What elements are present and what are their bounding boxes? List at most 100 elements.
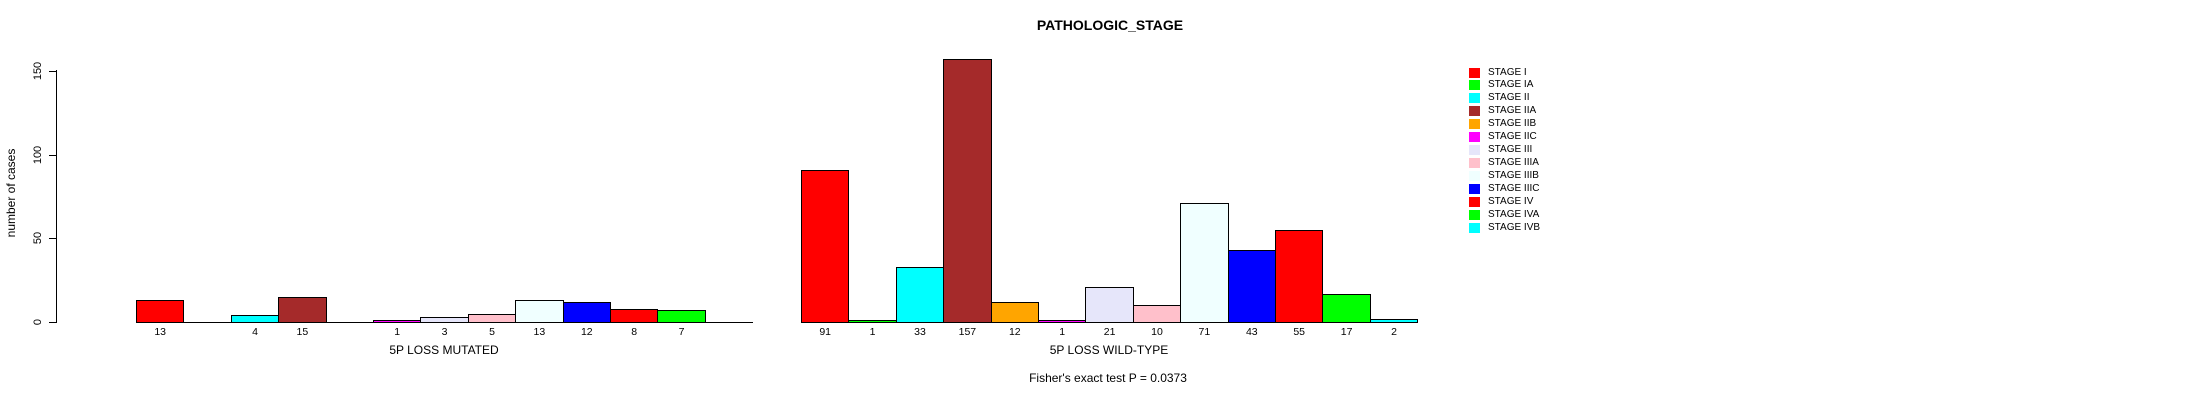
y-tick-label: 100 xyxy=(32,145,44,164)
chart-title: PATHOLOGIC_STAGE xyxy=(1036,17,1184,33)
bar-value-label: 8 xyxy=(631,326,638,338)
bar-value-label: 55 xyxy=(1293,326,1306,338)
legend-label: STAGE IVA xyxy=(1488,209,1540,221)
bar-value-label: 3 xyxy=(441,326,448,338)
bar-stage-iic xyxy=(1038,320,1087,323)
bar-stage-iv xyxy=(1275,230,1324,323)
legend-item-stage-iiic: STAGE IIIC xyxy=(1469,184,1540,195)
legend-item-stage-iic: STAGE IIC xyxy=(1469,132,1537,143)
y-axis-line xyxy=(56,70,57,323)
legend-swatch-icon xyxy=(1469,132,1480,143)
bar-stage-iva xyxy=(657,310,706,323)
legend-label: STAGE IA xyxy=(1488,79,1534,91)
bar-value-label: 33 xyxy=(914,326,926,338)
bar-value-label: 1 xyxy=(869,326,876,338)
legend-item-stage-ia: STAGE IA xyxy=(1469,80,1533,91)
bar-stage-iiic xyxy=(1227,250,1276,323)
legend-swatch-icon xyxy=(1469,106,1480,117)
legend-item-stage-iiia: STAGE IIIA xyxy=(1469,158,1539,169)
bar-stage-iii xyxy=(420,317,469,323)
bar-stage-iib xyxy=(990,302,1039,323)
y-tick-label: 0 xyxy=(32,318,44,326)
legend-label: STAGE IIIC xyxy=(1488,183,1540,195)
legend-label: STAGE IVB xyxy=(1488,222,1541,234)
bar-stage-iiib xyxy=(515,300,564,323)
bar-value-label: 91 xyxy=(819,326,832,338)
legend-swatch-icon xyxy=(1469,158,1480,169)
bar-value-label: 17 xyxy=(1340,326,1353,338)
legend-item-stage-iiib: STAGE IIIB xyxy=(1469,171,1539,182)
bar-stage-ivb xyxy=(1369,319,1419,323)
bar-value-label: 13 xyxy=(533,326,546,338)
legend-label: STAGE IIIB xyxy=(1488,170,1539,182)
bar-zero-stage-ia xyxy=(183,322,232,323)
legend-label: STAGE IIB xyxy=(1488,118,1537,130)
fisher-test-annotation: Fisher's exact test P = 0.0373 xyxy=(1029,371,1187,385)
legend-swatch-icon xyxy=(1469,184,1480,195)
legend-item-stage-iia: STAGE IIA xyxy=(1469,106,1536,117)
legend-swatch-icon xyxy=(1469,119,1480,130)
bar-value-label: 2 xyxy=(1391,326,1397,338)
bar-stage-iiia xyxy=(467,314,517,323)
bar-stage-iva xyxy=(1322,294,1371,323)
y-tick-mark xyxy=(49,322,56,323)
legend-label: STAGE II xyxy=(1488,92,1530,104)
bar-value-label: 5 xyxy=(489,326,495,338)
bar-value-label: 13 xyxy=(154,326,167,338)
bar-stage-iic xyxy=(373,320,422,323)
legend-item-stage-ii: STAGE II xyxy=(1469,93,1530,104)
bar-stage-iiic xyxy=(562,302,611,323)
bar-zero-stage-iib xyxy=(325,322,374,323)
legend-swatch-icon xyxy=(1469,223,1480,234)
bar-value-label: 10 xyxy=(1151,326,1163,338)
y-tick-mark xyxy=(49,70,56,72)
y-axis-label: number of cases xyxy=(4,148,18,238)
legend-swatch-icon xyxy=(1469,197,1480,208)
legend-label: STAGE I xyxy=(1488,66,1527,78)
legend-label: STAGE IIIA xyxy=(1488,157,1539,169)
y-tick-mark xyxy=(49,154,56,156)
bar-value-label: 7 xyxy=(678,326,685,338)
bar-stage-iv xyxy=(610,309,659,323)
x-axis-label-wildtype-group: 5P LOSS WILD-TYPE xyxy=(1049,343,1169,357)
legend-item-stage-iii: STAGE III xyxy=(1469,145,1532,156)
legend-item-stage-ivb: STAGE IVB xyxy=(1469,223,1540,234)
y-tick-label: 50 xyxy=(32,232,44,245)
bar-value-label: 43 xyxy=(1245,326,1258,338)
bar-stage-ii xyxy=(895,267,945,323)
bar-value-label: 1 xyxy=(394,326,401,338)
legend-label: STAGE IIA xyxy=(1488,105,1537,117)
legend-swatch-icon xyxy=(1469,145,1480,156)
bar-value-label: 15 xyxy=(296,326,309,338)
legend-label: STAGE III xyxy=(1488,144,1533,156)
x-axis-label-mutated-group: 5P LOSS MUTATED xyxy=(389,343,499,357)
bar-stage-ia xyxy=(848,320,897,323)
bar-value-label: 21 xyxy=(1103,326,1116,338)
bar-stage-iii xyxy=(1085,287,1134,323)
bar-stage-ii xyxy=(230,315,280,323)
legend-item-stage-iib: STAGE IIB xyxy=(1469,119,1536,130)
legend-item-stage-iva: STAGE IVA xyxy=(1469,210,1539,221)
bar-value-label: 1 xyxy=(1059,326,1066,338)
legend-swatch-icon xyxy=(1469,93,1480,104)
bar-value-label: 12 xyxy=(1008,326,1021,338)
bar-stage-iiib xyxy=(1180,203,1229,323)
bar-stage-iiia xyxy=(1132,305,1182,323)
legend-item-stage-iv: STAGE IV xyxy=(1469,197,1533,208)
legend-swatch-icon xyxy=(1469,80,1480,91)
legend-label: STAGE IV xyxy=(1488,196,1534,208)
legend-swatch-icon xyxy=(1469,210,1480,221)
bar-value-label: 71 xyxy=(1198,326,1211,338)
legend-swatch-icon xyxy=(1469,67,1480,78)
bar-value-label: 4 xyxy=(252,326,258,338)
y-tick-label: 150 xyxy=(32,61,44,80)
bar-value-label: 12 xyxy=(580,326,593,338)
bar-stage-iia xyxy=(278,297,327,323)
bar-stage-i xyxy=(801,170,850,323)
legend-swatch-icon xyxy=(1469,171,1480,182)
bar-stage-iia xyxy=(943,59,992,323)
bar-stage-i xyxy=(136,300,185,323)
bar-zero-stage-ivb xyxy=(704,322,754,323)
bar-value-label: 157 xyxy=(958,326,977,338)
